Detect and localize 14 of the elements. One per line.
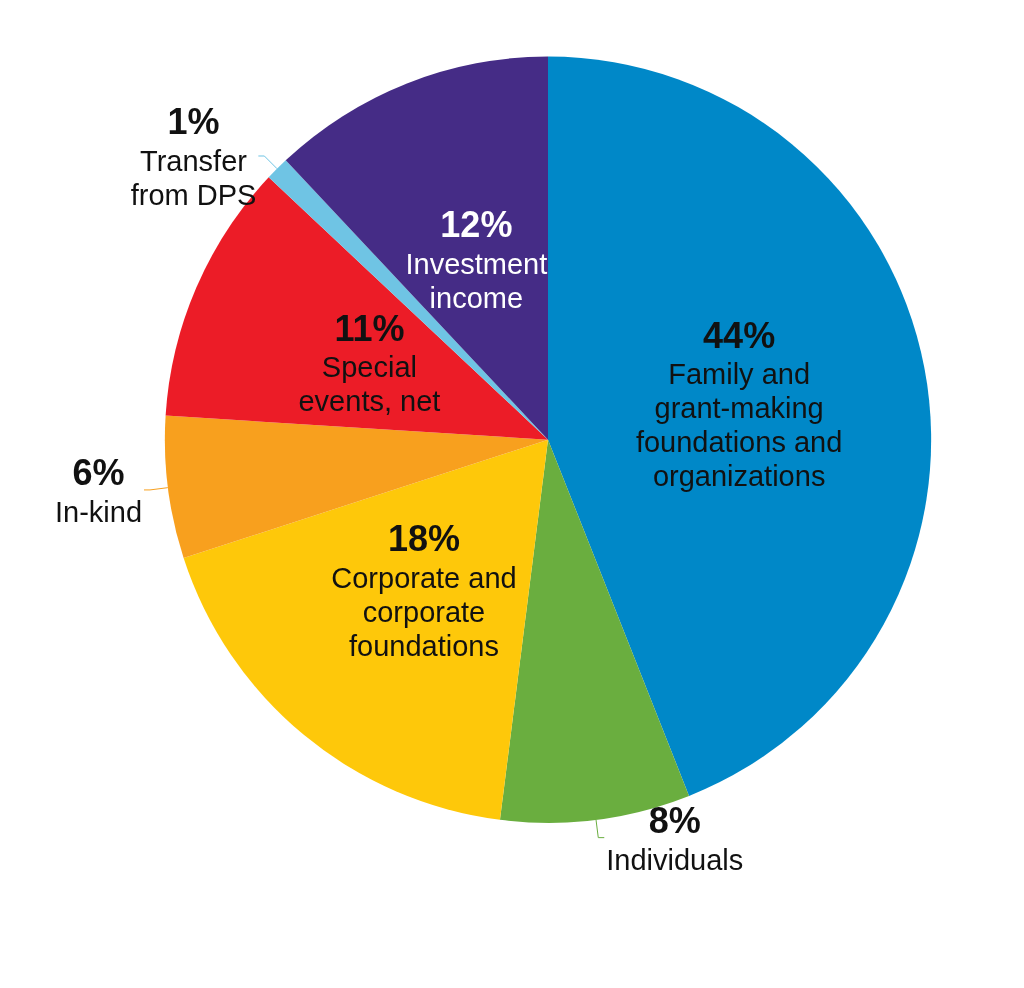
data-label: 44% bbox=[703, 314, 776, 356]
slice-label: In-kind bbox=[54, 495, 143, 528]
slice-label: Corporate and corporate foundations bbox=[331, 561, 517, 662]
slice-label: Investment income bbox=[405, 247, 548, 314]
data-label: 11% bbox=[334, 307, 405, 349]
slice-label: Transfer from DPS bbox=[130, 144, 257, 211]
data-label: 8% bbox=[648, 800, 701, 842]
data-label: 1% bbox=[167, 101, 220, 143]
data-label: 18% bbox=[387, 518, 460, 560]
slice-label: Family and grant-making foundations and organizations bbox=[635, 358, 843, 493]
data-label: 6% bbox=[72, 452, 125, 494]
data-label: 12% bbox=[440, 204, 513, 246]
slice-label: Special events, net bbox=[298, 351, 441, 418]
slice-label: Individuals bbox=[606, 843, 744, 876]
